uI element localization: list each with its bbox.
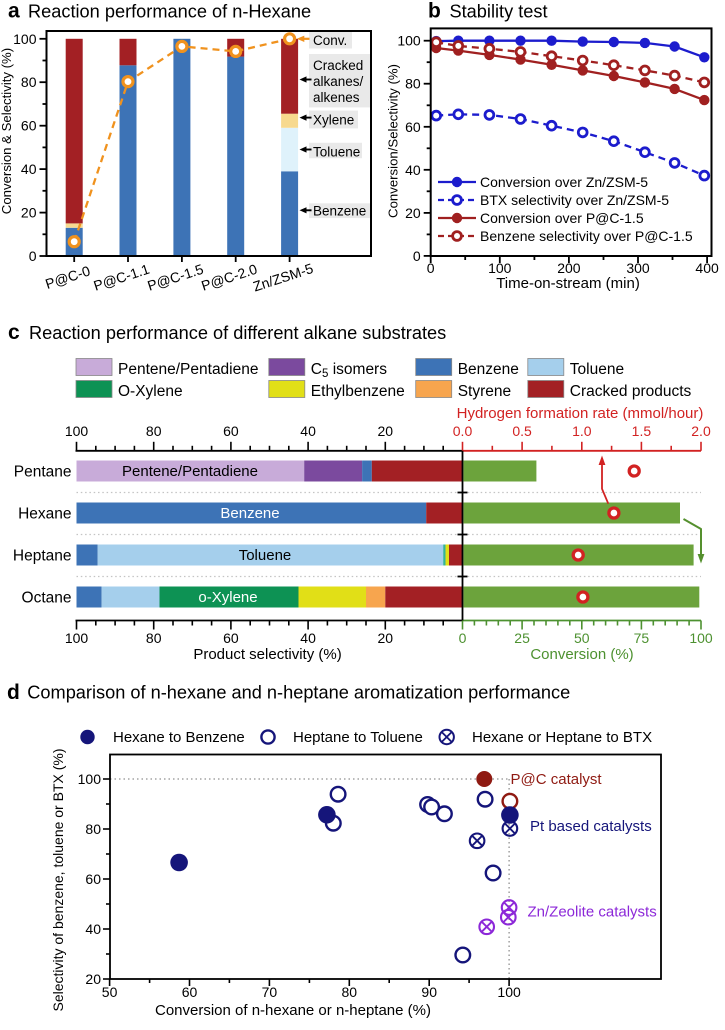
- svg-text:Hydrogen formation rate (mmol/: Hydrogen formation rate (mmol/hour): [457, 405, 704, 422]
- svg-text:Cracked: Cracked: [313, 58, 363, 73]
- svg-text:60: 60: [182, 984, 198, 1000]
- svg-text:60: 60: [21, 118, 37, 134]
- svg-text:P@C catalyst: P@C catalyst: [511, 771, 603, 788]
- svg-text:Toluene: Toluene: [313, 145, 360, 160]
- svg-text:40: 40: [85, 921, 101, 937]
- svg-text:100: 100: [497, 984, 521, 1000]
- svg-text:Pentene/Pentadiene: Pentene/Pentadiene: [122, 463, 258, 480]
- svg-text:200: 200: [557, 260, 581, 276]
- svg-text:20: 20: [378, 630, 394, 646]
- svg-text:Time-on-stream (min): Time-on-stream (min): [496, 275, 640, 292]
- svg-text:20: 20: [405, 205, 421, 221]
- svg-text:300: 300: [626, 260, 650, 276]
- svg-text:alkenes: alkenes: [313, 90, 360, 105]
- svg-text:20: 20: [378, 423, 394, 439]
- svg-text:40: 40: [300, 423, 316, 439]
- svg-text:Stability test: Stability test: [450, 2, 548, 22]
- svg-text:Hexane or Heptane to BTX: Hexane or Heptane to BTX: [472, 729, 652, 746]
- svg-text:Conversion over Zn/ZSM-5: Conversion over Zn/ZSM-5: [480, 174, 648, 190]
- svg-text:1.5: 1.5: [632, 423, 652, 439]
- svg-text:Xylene: Xylene: [313, 113, 354, 128]
- svg-text:Conversion of n-hexane or n-he: Conversion of n-hexane or n-heptane (%): [155, 1002, 431, 1019]
- svg-text:40: 40: [405, 162, 421, 178]
- svg-text:0: 0: [427, 260, 435, 276]
- svg-text:b: b: [428, 0, 441, 23]
- svg-text:Selectivity of benzene, toluen: Selectivity of benzene, toluene or BTX (…: [50, 748, 66, 1011]
- svg-text:Reaction performance of n-Hexa: Reaction performance of n-Hexane: [28, 2, 311, 22]
- svg-text:100: 100: [78, 771, 102, 787]
- svg-text:Zn/Zeolite catalysts: Zn/Zeolite catalysts: [528, 904, 657, 921]
- svg-text:60: 60: [223, 630, 239, 646]
- svg-text:70: 70: [262, 984, 278, 1000]
- svg-text:40: 40: [21, 161, 37, 177]
- svg-text:80: 80: [146, 423, 162, 439]
- svg-text:75: 75: [634, 630, 650, 646]
- svg-text:Octane: Octane: [22, 589, 72, 606]
- svg-text:Comparison of n-hexane and n-h: Comparison of n-hexane and n-heptane aro…: [27, 683, 570, 703]
- svg-text:alkanes/: alkanes/: [313, 74, 364, 89]
- svg-text:0.0: 0.0: [453, 423, 473, 439]
- svg-text:Conversion/Selectivity (%): Conversion/Selectivity (%): [386, 64, 401, 218]
- svg-text:Toluene: Toluene: [570, 361, 624, 378]
- svg-text:100: 100: [65, 630, 89, 646]
- svg-text:20: 20: [85, 971, 101, 987]
- svg-text:C5 isomers: C5 isomers: [311, 361, 387, 380]
- svg-text:Pentene/Pentadiene: Pentene/Pentadiene: [118, 361, 258, 378]
- svg-text:80: 80: [21, 74, 37, 90]
- svg-text:O-Xylene: O-Xylene: [118, 383, 183, 400]
- svg-text:Heptane: Heptane: [13, 547, 72, 564]
- svg-text:c: c: [8, 321, 20, 344]
- svg-text:d: d: [7, 681, 20, 704]
- svg-text:Benzene selectivity over P@C-1: Benzene selectivity over P@C-1.5: [480, 228, 693, 244]
- svg-text:Benzene: Benzene: [313, 204, 366, 219]
- svg-text:0: 0: [413, 248, 421, 264]
- svg-text:Conversion & Selectivity (%): Conversion & Selectivity (%): [0, 48, 14, 214]
- svg-text:a: a: [8, 0, 20, 23]
- svg-text:Conv.: Conv.: [313, 33, 347, 48]
- svg-text:2.0: 2.0: [691, 423, 711, 439]
- svg-text:Conversion over P@C-1.5: Conversion over P@C-1.5: [480, 210, 644, 226]
- svg-text:0: 0: [459, 630, 467, 646]
- svg-text:Ethylbenzene: Ethylbenzene: [311, 383, 405, 400]
- svg-text:Reaction performance of differ: Reaction performance of different alkane…: [29, 323, 446, 343]
- svg-text:BTX selectivity over Zn/ZSM-5: BTX selectivity over Zn/ZSM-5: [480, 192, 669, 208]
- svg-text:Conversion (%): Conversion (%): [530, 646, 633, 663]
- svg-text:1.0: 1.0: [572, 423, 592, 439]
- svg-text:100: 100: [65, 423, 89, 439]
- svg-text:Pentane: Pentane: [14, 463, 72, 480]
- svg-text:400: 400: [695, 260, 719, 276]
- svg-text:60: 60: [405, 119, 421, 135]
- svg-text:100: 100: [488, 260, 512, 276]
- svg-text:100: 100: [689, 630, 713, 646]
- svg-text:80: 80: [405, 76, 421, 92]
- svg-text:50: 50: [102, 984, 118, 1000]
- svg-text:Hexane to Benzene: Hexane to Benzene: [113, 729, 245, 746]
- svg-text:Product selectivity (%): Product selectivity (%): [193, 646, 341, 663]
- svg-text:100: 100: [397, 33, 421, 49]
- svg-text:Styrene: Styrene: [458, 383, 511, 400]
- svg-text:0: 0: [29, 248, 37, 264]
- svg-text:Heptane to Toluene: Heptane to Toluene: [293, 729, 423, 746]
- svg-text:0.5: 0.5: [512, 423, 532, 439]
- svg-text:Hexane: Hexane: [18, 505, 71, 522]
- svg-text:40: 40: [300, 630, 316, 646]
- svg-text:60: 60: [223, 423, 239, 439]
- svg-text:100: 100: [13, 31, 37, 47]
- svg-text:Pt based catalysts: Pt based catalysts: [530, 818, 652, 835]
- svg-text:90: 90: [421, 984, 437, 1000]
- svg-text:25: 25: [514, 630, 530, 646]
- svg-text:Benzene: Benzene: [220, 505, 279, 522]
- svg-text:80: 80: [85, 821, 101, 837]
- svg-text:80: 80: [342, 984, 358, 1000]
- svg-text:Toluene: Toluene: [239, 547, 292, 564]
- svg-text:80: 80: [146, 630, 162, 646]
- svg-text:Benzene: Benzene: [458, 361, 519, 378]
- svg-text:20: 20: [21, 205, 37, 221]
- svg-text:o-Xylene: o-Xylene: [198, 589, 257, 606]
- svg-text:Cracked products: Cracked products: [570, 383, 692, 400]
- svg-text:50: 50: [574, 630, 590, 646]
- svg-text:60: 60: [85, 871, 101, 887]
